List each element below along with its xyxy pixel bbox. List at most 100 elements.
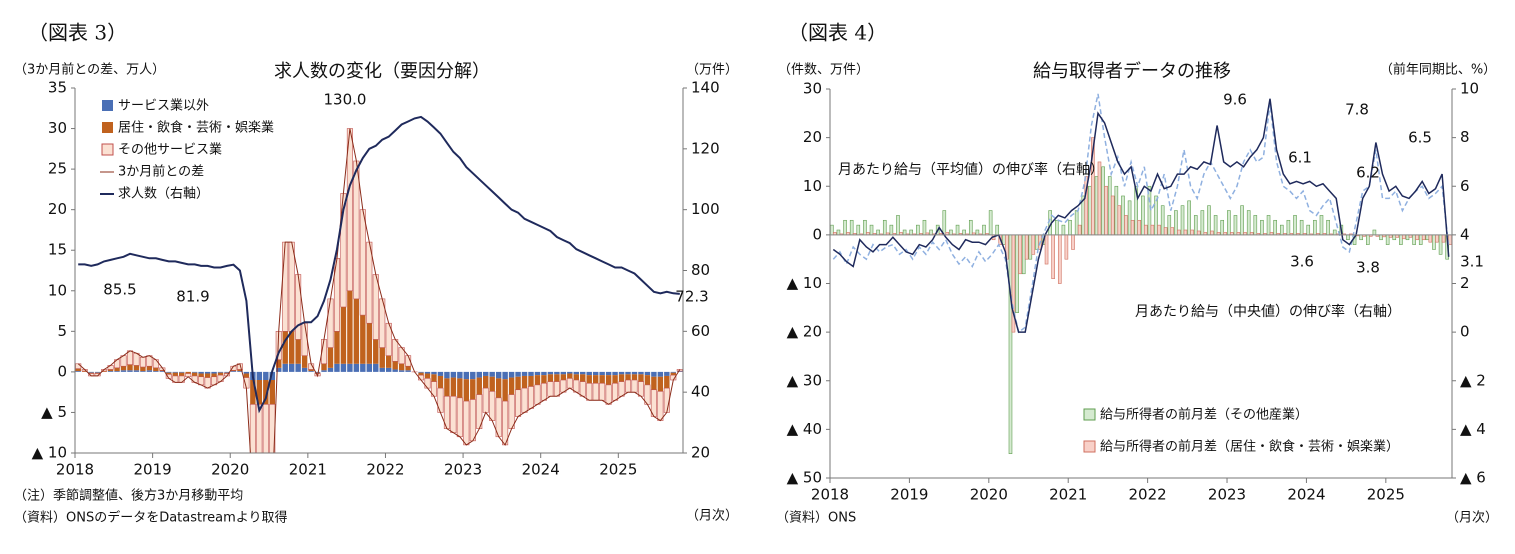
bar [605,375,612,385]
bar [560,374,567,380]
bar [198,373,204,377]
bar [314,371,321,373]
bar [1233,215,1238,236]
bar [159,370,166,372]
bar [527,386,535,409]
legend-label: 居住・飲食・芸術・娯楽業 [118,120,274,136]
bar [1035,234,1039,250]
bar [541,375,547,384]
bar [1110,195,1115,236]
bar [1421,234,1426,241]
legend-label: 求人数（右軸） [118,187,209,202]
bar [1240,205,1244,236]
bar [1055,219,1059,236]
bar [301,367,308,372]
bar [230,371,237,372]
bar [657,376,664,392]
bar [463,371,470,380]
x-tick-label: 2024 [522,461,560,479]
x-tick-label: 2019 [890,486,928,504]
bar [618,381,625,397]
bar [1127,200,1132,236]
bar [573,374,579,380]
bar [295,339,301,364]
x-tick-label: 2019 [134,461,172,479]
bar [127,364,133,371]
bar [379,347,385,368]
annotation: 6.2 [1356,164,1380,182]
x-tick-label: 2023 [444,461,482,479]
bar [405,366,411,371]
bar [869,224,874,236]
bar [508,371,515,378]
bar [580,374,586,382]
annotation: 3.1 [1460,253,1484,271]
bar [139,356,146,368]
bar [949,229,953,236]
bar [547,371,554,375]
bar [1448,234,1452,245]
bar [431,374,437,382]
bar [1021,234,1026,275]
bar [849,219,854,236]
bar [521,387,528,413]
bar [573,379,580,393]
bar [612,375,618,384]
x-tick-label: 2021 [289,461,327,479]
bar [204,377,211,389]
x-axis-label: （月次） [1446,510,1498,526]
bar [1332,229,1337,236]
x-tick-label: 2023 [1208,486,1246,504]
bar [243,371,250,374]
bar [830,224,834,236]
legend-swatch [1083,440,1096,453]
bar [534,384,541,405]
bar [651,376,657,390]
bar [1372,229,1377,236]
bar [360,315,366,364]
bar [1180,205,1185,236]
line-series [832,93,1450,334]
bar [631,371,638,375]
x-tick-label: 2022 [1129,486,1167,504]
bar [308,369,314,372]
bar [1425,234,1430,241]
bar [346,128,353,292]
y2-axis-label: （前年同期比、%） [1380,62,1496,78]
bar [463,400,470,446]
bar [456,397,463,438]
bar [909,229,914,236]
bar [1299,219,1304,236]
bar [191,371,198,373]
bar [882,219,887,236]
bar [502,379,508,402]
bar [988,210,993,236]
bar [450,395,457,434]
bar [612,382,619,401]
bar [269,380,275,405]
bar [916,224,920,236]
bar [1399,234,1403,245]
x-tick-label: 2020 [211,461,249,479]
bar [263,371,269,380]
bar [153,371,159,372]
bar [450,377,457,397]
bar [528,371,534,376]
y-tick-label: 20 [803,128,822,146]
bar [1015,234,1019,313]
bar [1094,176,1099,236]
bar [521,371,528,376]
bar [249,404,256,453]
bar [547,381,554,397]
bar [373,339,379,364]
bar [902,229,907,236]
bar [153,367,159,372]
bar [644,375,651,385]
bar [637,381,644,397]
bar [237,371,243,372]
bar [836,229,841,236]
bar [1326,219,1330,236]
bar [224,371,230,373]
y2-tick-label: 60 [691,322,710,340]
x-tick-label: 2024 [1287,486,1325,504]
